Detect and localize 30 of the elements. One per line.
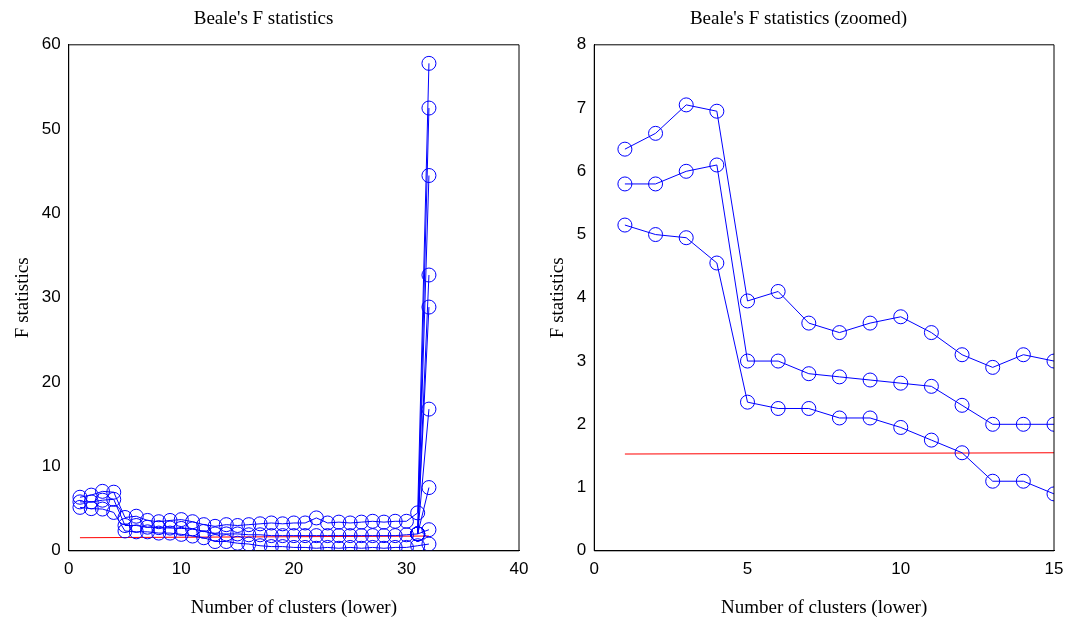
x-tick-label: 15 — [1044, 558, 1064, 578]
y-tick-label: 6 — [576, 160, 587, 180]
x-tick-label: 40 — [509, 558, 529, 578]
x-tick-label: 0 — [63, 558, 74, 578]
x-tick-label: 30 — [396, 558, 416, 578]
y-tick-label: 0 — [51, 540, 61, 560]
x-tick-label: 20 — [284, 558, 304, 578]
y-tick-label: 3 — [576, 350, 587, 370]
y-tick-label: 7 — [576, 97, 587, 117]
y-tick-label: 8 — [576, 34, 587, 54]
y-tick-label: 60 — [41, 34, 61, 54]
x-tick-label: 10 — [891, 558, 911, 578]
y-tick-label: 10 — [41, 456, 61, 476]
x-axis-title: Number of clusters (lower) — [720, 595, 928, 618]
chart-title: Beale's F statistics (zoomed) — [689, 7, 908, 30]
y-tick-label: 2 — [576, 413, 587, 433]
y-tick-label: 4 — [576, 287, 587, 307]
y-tick-label: 1 — [576, 477, 587, 497]
x-axis-title: Number of clusters (lower) — [190, 595, 397, 618]
y-tick-label: 5 — [576, 224, 587, 244]
y-tick-label: 30 — [41, 287, 61, 307]
y-axis-title: F statistics — [546, 257, 568, 339]
chart-title: Beale's F statistics — [193, 7, 334, 29]
y-tick-label: 0 — [576, 540, 587, 560]
y-tick-label: 50 — [41, 118, 61, 138]
x-tick-label: 5 — [742, 558, 753, 578]
y-axis-title: F statistics — [11, 257, 33, 339]
x-tick-label: 10 — [171, 558, 191, 578]
y-tick-label: 40 — [41, 203, 61, 223]
y-tick-label: 20 — [41, 371, 61, 391]
